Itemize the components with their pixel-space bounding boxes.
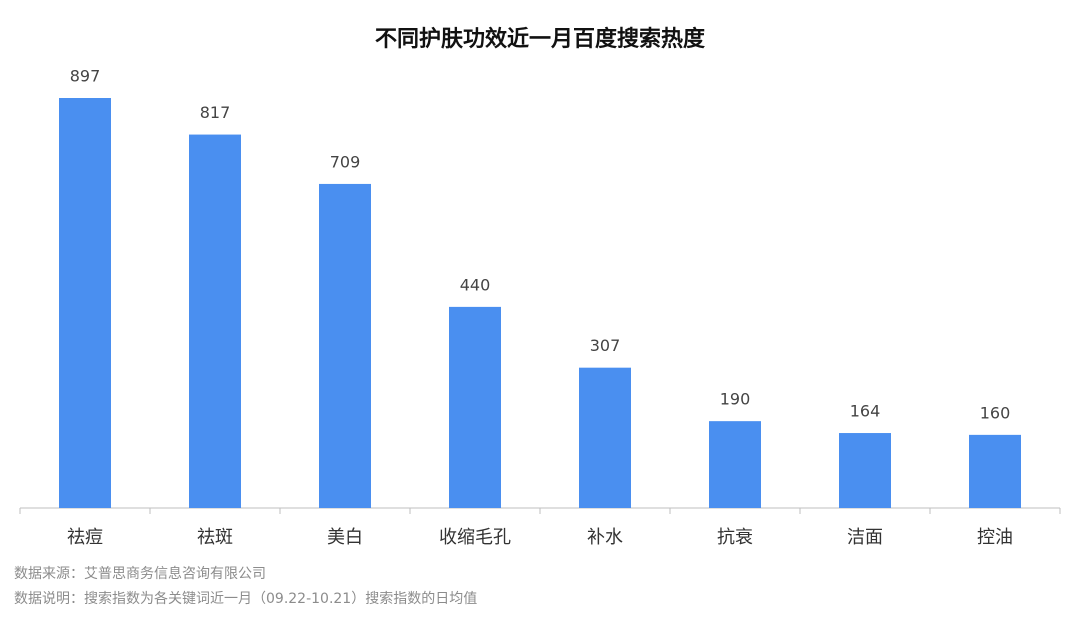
x-tick-label: 控油 — [977, 527, 1013, 548]
x-tick-label: 美白 — [327, 527, 363, 548]
value-label: 190 — [720, 390, 751, 409]
x-tick-label: 祛痘 — [67, 527, 103, 548]
x-tick-label: 祛斑 — [197, 527, 233, 548]
chart-title: 不同护肤功效近一月百度搜索热度 — [375, 26, 706, 52]
value-label: 307 — [590, 336, 621, 355]
value-label: 897 — [70, 67, 101, 86]
bar — [579, 367, 631, 508]
source-note: 数据来源：艾普思商务信息咨询有限公司 — [14, 565, 266, 582]
x-tick-label: 收缩毛孔 — [439, 527, 511, 548]
bar — [449, 306, 501, 508]
x-tick-label: 补水 — [587, 527, 623, 548]
value-label: 160 — [980, 403, 1011, 422]
x-tick-label: 抗衰 — [717, 527, 753, 548]
bar — [709, 421, 761, 508]
bar — [189, 134, 241, 508]
value-label: 440 — [460, 275, 491, 294]
data-note: 数据说明：搜索指数为各关键词近一月（09.22-10.21）搜索指数的日均值 — [14, 590, 477, 607]
value-label: 817 — [200, 103, 231, 122]
x-tick-label: 洁面 — [847, 527, 883, 548]
value-label: 164 — [850, 402, 881, 421]
bar — [839, 433, 891, 508]
value-label: 709 — [330, 152, 361, 171]
bar — [59, 98, 111, 508]
bar — [319, 183, 371, 508]
bar — [969, 434, 1021, 508]
